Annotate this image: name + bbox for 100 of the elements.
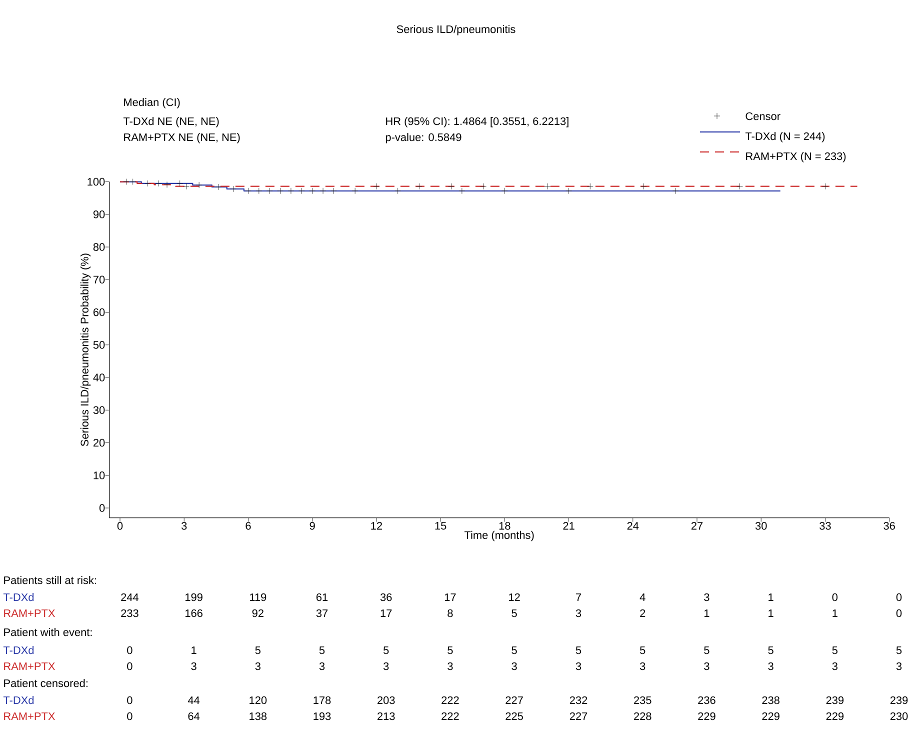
text: 227 (570, 712, 588, 720)
point (394, 188, 402, 194)
text: 0 (896, 609, 902, 618)
point (155, 180, 162, 187)
text: 44 (188, 696, 200, 704)
text: 12 (509, 593, 520, 601)
text: 222 (442, 712, 459, 720)
y-tick-label: 20 (93, 438, 105, 447)
text: 5 (768, 646, 774, 654)
text: 236 (698, 696, 716, 704)
point (352, 188, 358, 194)
legend-label: T-DXd (N = 244) (745, 132, 825, 142)
text: RAM+PTX (4, 609, 56, 617)
text: 8 (448, 609, 453, 618)
text: 244 (121, 593, 139, 601)
text: Median (CI) (124, 98, 180, 108)
y-tick-label: 0 (99, 504, 105, 512)
y-tick-label: 90 (93, 210, 105, 218)
text: 3 (383, 662, 389, 670)
text: 3 (896, 662, 902, 670)
text: 233 (121, 609, 138, 618)
text: 3 (512, 662, 517, 670)
text: 229 (762, 712, 780, 720)
text: 0 (127, 662, 132, 670)
text: 3 (640, 662, 646, 670)
text: 229 (826, 712, 844, 720)
y-tick-label: 40 (93, 374, 105, 382)
text: 1 (704, 609, 710, 617)
text: 232 (570, 696, 588, 704)
text: 5 (896, 646, 902, 654)
text: T-DXd (3, 696, 34, 704)
text: 5 (832, 646, 838, 654)
text: RAM+PTX (4, 712, 56, 720)
text: 17 (444, 593, 456, 601)
text: Patient with event: (4, 628, 92, 636)
text: 227 (506, 696, 523, 704)
point (566, 188, 572, 194)
text: 5 (576, 646, 582, 654)
text: 36 (380, 593, 392, 602)
point (183, 183, 190, 190)
text: T-DXd (3, 646, 34, 654)
text: 2 (640, 609, 646, 617)
text: 0 (127, 696, 132, 704)
y-tick-label: 100 (88, 178, 105, 186)
point (230, 186, 236, 192)
text: 7 (576, 593, 582, 601)
text: 5 (319, 646, 325, 654)
text: 0 (127, 646, 132, 654)
point (822, 183, 828, 190)
text: 3 (768, 662, 774, 670)
point (544, 183, 551, 190)
text: 225 (506, 712, 523, 720)
text: 17 (380, 609, 392, 617)
point (640, 183, 647, 190)
x-tick-label: 0 (117, 522, 123, 530)
text: 119 (250, 593, 266, 602)
text: 239 (826, 696, 844, 704)
text: 238 (762, 696, 780, 704)
x-tick-label: 24 (627, 522, 639, 530)
text: 64 (188, 712, 200, 720)
text: 3 (704, 593, 710, 602)
text: 229 (698, 712, 716, 720)
text: 228 (634, 712, 652, 720)
text: 3 (704, 662, 710, 670)
text: RAM+PTX NE (NE, NE) (124, 133, 240, 144)
y-tick-label: 50 (93, 341, 105, 349)
point (245, 188, 252, 194)
legend-label: Censor (746, 112, 780, 120)
x-tick-label: 12 (371, 522, 382, 530)
y-tick-label: 10 (94, 471, 105, 480)
point (215, 184, 222, 190)
x-tick-label: 6 (246, 522, 251, 530)
text: 4 (640, 593, 646, 601)
text: 5 (512, 646, 517, 654)
text: Patient censored: (4, 679, 88, 688)
text: 222 (442, 696, 459, 704)
x-tick-label: 3 (181, 522, 187, 530)
text: 138 (250, 712, 267, 720)
point (330, 188, 337, 194)
point (144, 180, 151, 187)
text: 1 (768, 609, 774, 617)
y-tick-label: 30 (93, 406, 105, 414)
text: p-value: 0.5849 (386, 133, 462, 144)
point (373, 183, 380, 190)
y-tick-label: 60 (93, 308, 105, 316)
text: Patients still at risk: (4, 576, 96, 584)
text: 166 (185, 609, 202, 618)
text: 120 (250, 696, 267, 704)
text: 3 (832, 662, 838, 670)
text: 3 (448, 662, 453, 670)
y-tick-label: 80 (93, 243, 105, 251)
point (480, 183, 486, 190)
point (416, 183, 422, 190)
text: 92 (252, 609, 264, 618)
text: 213 (378, 712, 395, 720)
text: T-DXd NE (NE, NE) (123, 117, 219, 128)
text: 1 (192, 646, 196, 654)
text: HR (95% CI): 1.4864 [0.3551, 6.2213] (386, 117, 568, 128)
text: 239 (890, 696, 908, 704)
text: 3 (255, 662, 260, 670)
